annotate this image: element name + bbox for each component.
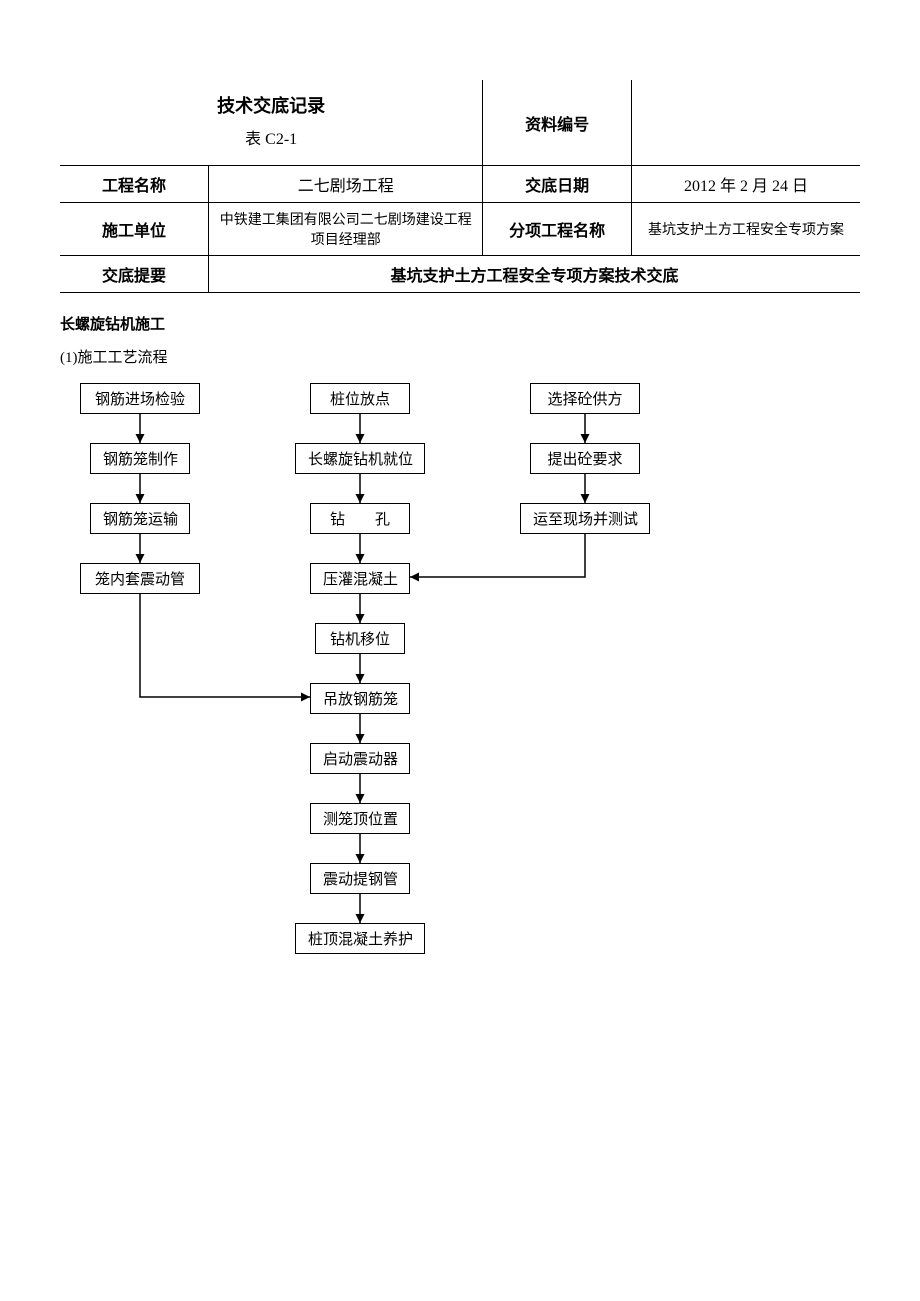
flow-node-c1: 选择砼供方: [530, 383, 640, 414]
flow-node-b1: 桩位放点: [310, 383, 410, 414]
project-name-value: 二七剧场工程: [209, 166, 483, 203]
contractor-value: 中铁建工集团有限公司二七剧场建设工程项目经理部: [209, 203, 483, 256]
flow-node-b10: 桩顶混凝土养护: [295, 923, 425, 954]
contractor-label: 施工单位: [60, 203, 209, 256]
flow-node-b3: 钻 孔: [310, 503, 410, 534]
flow-node-a1: 钢筋进场检验: [80, 383, 200, 414]
doc-number-label: 资料编号: [483, 80, 632, 166]
flow-node-b5: 钻机移位: [315, 623, 405, 654]
flow-node-a3: 钢筋笼运输: [90, 503, 190, 534]
flow-node-b6: 吊放钢筋笼: [310, 683, 410, 714]
header-table: 技术交底记录 表 C2-1 资料编号 工程名称 二七剧场工程 交底日期 2012…: [60, 80, 860, 293]
flowchart: 钢筋进场检验钢筋笼制作钢筋笼运输笼内套震动管 桩位放点长螺旋钻机就位钻 孔压灌混凝…: [60, 383, 760, 1063]
doc-subtitle: 表 C2-1: [70, 126, 472, 155]
flow-node-b8: 测笼顶位置: [310, 803, 410, 834]
section-title: 长螺旋钻机施工: [60, 313, 860, 334]
subproject-label: 分项工程名称: [483, 203, 632, 256]
summary-label: 交底提要: [60, 256, 209, 293]
flow-node-a4: 笼内套震动管: [80, 563, 200, 594]
flow-node-c3: 运至现场并测试: [520, 503, 650, 534]
date-label: 交底日期: [483, 166, 632, 203]
flow-node-c2: 提出砼要求: [530, 443, 640, 474]
flow-node-b4: 压灌混凝土: [310, 563, 410, 594]
title-cell: 技术交底记录 表 C2-1: [60, 80, 483, 166]
project-name-label: 工程名称: [60, 166, 209, 203]
date-value: 2012 年 2 月 24 日: [631, 166, 860, 203]
flow-node-b7: 启动震动器: [310, 743, 410, 774]
doc-title: 技术交底记录: [70, 90, 472, 122]
flow-node-b2: 长螺旋钻机就位: [295, 443, 425, 474]
subsection-1: (1)施工工艺流程: [60, 346, 860, 367]
subproject-value: 基坑支护土方工程安全专项方案: [631, 203, 860, 256]
flow-node-b9: 震动提钢管: [310, 863, 410, 894]
doc-number-value: [631, 80, 860, 166]
flow-node-a2: 钢筋笼制作: [90, 443, 190, 474]
flowchart-svg: [60, 383, 760, 1063]
summary-value: 基坑支护土方工程安全专项方案技术交底: [209, 256, 860, 293]
